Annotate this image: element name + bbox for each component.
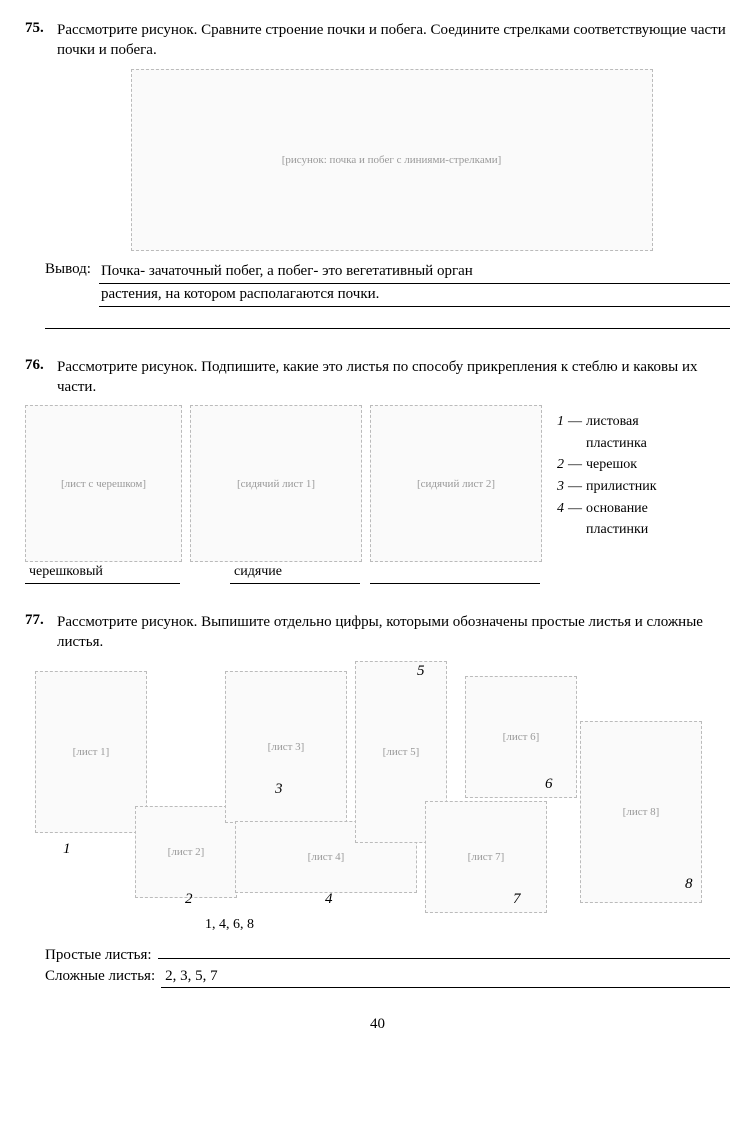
ex76-legend-n2: 2	[550, 454, 564, 476]
ex77-leaf-3: [лист 3]	[225, 671, 347, 823]
ex75-figure: [рисунок: почка и побег с линиями-стрелк…	[131, 69, 653, 251]
ex76-legend-t1: листовая	[586, 411, 639, 433]
ex77-figures: [лист 1]1[лист 2]2[лист 3]3[лист 4]4[лис…	[25, 661, 730, 931]
ex77-simple-label: Простые листья:	[45, 947, 158, 964]
ex76-legend-n4: 4	[550, 498, 564, 520]
ex76-prompt: Рассмотрите рисунок. Подпишите, какие эт…	[57, 357, 730, 398]
ex76-figure-2: [сидячий лист 1]	[190, 405, 362, 562]
ex77-leaf-8: [лист 8]	[580, 721, 702, 903]
ex76-fig-3-col: [сидячий лист 2]	[370, 405, 540, 584]
ex76-legend-row-1b: — пластинка	[550, 433, 657, 455]
ex76-caption-3	[370, 564, 540, 584]
ex76-legend-n1: 1	[550, 411, 564, 433]
ex77-complex-label: Сложные листья:	[45, 968, 161, 985]
ex77-leaf-num-1: 1	[63, 841, 71, 858]
ex77-leaf-num-5: 5	[417, 663, 425, 680]
ex76-figures-row: [лист с черешком] черешковый [сидячий ли…	[25, 405, 730, 584]
ex77-number: 77.	[25, 612, 57, 629]
ex77-leaf-num-2: 2	[185, 891, 193, 908]
ex76-number: 76.	[25, 357, 57, 374]
ex75-conclusion-lines: Почка- зачаточный побег, а побег- это ве…	[99, 261, 730, 307]
ex76-figure-1: [лист с черешком]	[25, 405, 182, 562]
ex75-conclusion: Вывод: Почка- зачаточный побег, а побег-…	[45, 261, 730, 307]
ex77-complex-answer: 2, 3, 5, 7	[161, 968, 730, 988]
ex76-caption-2: сидячие	[230, 564, 360, 584]
ex76-figure-3: [сидячий лист 2]	[370, 405, 542, 562]
ex76-legend-t2: черешок	[586, 454, 637, 476]
ex77-leaf-6: [лист 6]	[465, 676, 577, 798]
ex76-legend-t4b: пластинки	[586, 519, 648, 541]
ex77-leaf-num-6: 6	[545, 776, 553, 793]
ex76-legend-row-4b: — пластинки	[550, 519, 657, 541]
ex75-number: 75.	[25, 20, 57, 37]
ex76-header: 76. Рассмотрите рисунок. Подпишите, каки…	[25, 357, 730, 398]
ex76-legend-row-1: 1 — листовая	[550, 411, 657, 433]
ex76-caption-1: черешковый	[25, 564, 180, 584]
ex75-conclusion-line2: растения, на котором располагаются почки…	[99, 284, 730, 307]
ex76-legend-dash: —	[568, 411, 582, 433]
page-number: 40	[25, 1016, 730, 1033]
ex76-legend: 1 — листовая — пластинка 2 — черешок 3 —…	[550, 405, 657, 541]
ex77-simple-answer	[158, 939, 730, 959]
ex77-leaf-2: [лист 2]	[135, 806, 237, 898]
ex75-conclusion-line1: Почка- зачаточный побег, а побег- это ве…	[99, 261, 730, 284]
ex76-legend-t1b: пластинка	[586, 433, 647, 455]
ex77-header: 77. Рассмотрите рисунок. Выпишите отдель…	[25, 612, 730, 653]
ex76-legend-row-3: 3 — прилистник	[550, 476, 657, 498]
exercise-75: 75. Рассмотрите рисунок. Сравните строен…	[25, 20, 730, 329]
ex75-figure-area: [рисунок: почка и побег с линиями-стрелк…	[53, 69, 730, 251]
ex75-blank-line	[45, 309, 730, 329]
ex77-leaf-7: [лист 7]	[425, 801, 547, 913]
ex77-leaf-num-7: 7	[513, 891, 521, 908]
ex77-leaf-num-4: 4	[325, 891, 333, 908]
ex75-prompt: Рассмотрите рисунок. Сравните строение п…	[57, 20, 730, 61]
ex76-legend-t3: прилистник	[586, 476, 657, 498]
ex76-legend-n3: 3	[550, 476, 564, 498]
ex75-conclusion-label: Вывод:	[45, 261, 99, 278]
exercise-77: 77. Рассмотрите рисунок. Выпишите отдель…	[25, 612, 730, 988]
ex77-prompt: Рассмотрите рисунок. Выпишите отдельно ц…	[57, 612, 730, 653]
ex77-leaf-num-3: 3	[275, 781, 283, 798]
ex76-fig-2-col: [сидячий лист 1] сидячие	[190, 405, 360, 584]
ex77-simple-row: Простые листья:	[45, 939, 730, 964]
exercise-76: 76. Рассмотрите рисунок. Подпишите, каки…	[25, 357, 730, 585]
ex76-legend-t4: основание	[586, 498, 648, 520]
ex77-complex-row: Сложные листья: 2, 3, 5, 7	[45, 968, 730, 988]
ex76-legend-row-2: 2 — черешок	[550, 454, 657, 476]
ex77-leaf-num-8: 8	[685, 876, 693, 893]
ex76-fig-1-col: [лист с черешком] черешковый	[25, 405, 180, 584]
ex75-header: 75. Рассмотрите рисунок. Сравните строен…	[25, 20, 730, 61]
ex76-legend-row-4: 4 — основание	[550, 498, 657, 520]
ex77-leaf-1: [лист 1]	[35, 671, 147, 833]
